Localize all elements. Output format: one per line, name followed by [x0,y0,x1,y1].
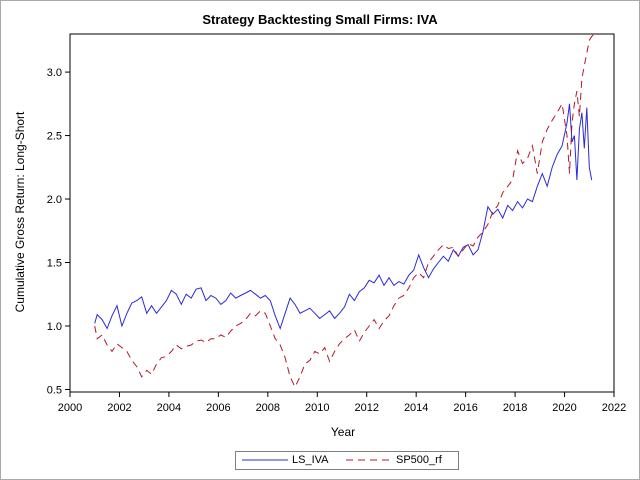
legend-swatch-sp500-rf [346,459,392,461]
legend: LS_IVA SP500_rf [235,451,459,470]
y-tick-label: 1.5 [47,258,62,270]
x-tick-label: 2018 [503,402,527,414]
legend-swatch-ls-iva [242,459,288,461]
y-tick-label: 2.5 [47,131,62,143]
y-axis-label: Cumulative Gross Return: Long-Short [13,111,27,312]
legend-item-ls-iva: LS_IVA [240,453,340,467]
y-tick-label: 0.5 [47,384,62,396]
x-tick-label: 2012 [354,402,378,414]
y-tick-label: 2.0 [47,194,62,206]
chart-title: Strategy Backtesting Small Firms: IVA [202,12,438,27]
line-chart: 2000 2002 2004 2006 2008 2010 2012 2014 2016 2018… [13,33,626,439]
x-tick-label: 2002 [107,402,131,414]
legend-item-sp500-rf: SP500_rf [344,453,456,467]
series-line-ls-iva [94,103,593,330]
series-line-sp500-rf [94,33,595,389]
x-axis-label: Year [331,425,355,439]
series-layer [94,33,595,389]
x-tick-label: 2000 [58,402,82,414]
axes: 2000 2002 2004 2006 2008 2010 2012 2014 2016 2018… [47,33,626,414]
plot-area-border [69,33,615,393]
x-tick-label: 2010 [305,402,329,414]
y-tick-label: 3.0 [47,67,62,79]
x-tick-label: 2008 [256,402,280,414]
legend-label-sp500-rf: SP500_rf [396,454,442,466]
x-tick-label: 2004 [157,402,181,414]
x-tick-label: 2022 [602,402,626,414]
x-tick-label: 2006 [206,402,230,414]
y-tick-label: 1.0 [47,321,62,333]
x-tick-label: 2020 [552,402,576,414]
x-tick-label: 2014 [404,402,428,414]
legend-label-ls-iva: LS_IVA [292,454,329,466]
x-tick-label: 2016 [453,402,477,414]
